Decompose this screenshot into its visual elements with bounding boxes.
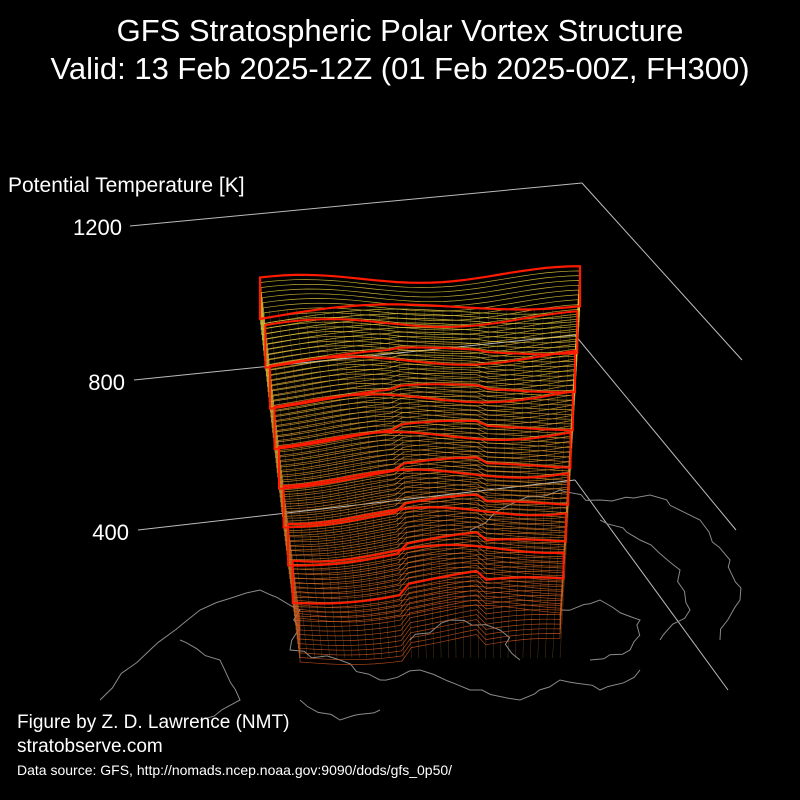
- surface-striation: [323, 309, 353, 659]
- contour-ring: [288, 510, 567, 570]
- surface-striation: [530, 309, 544, 659]
- surface-striation: [515, 309, 526, 659]
- contour-ring: [275, 399, 573, 458]
- contour-ring: [293, 557, 564, 618]
- axis-line: [129, 182, 583, 227]
- contour-ring: [261, 284, 580, 341]
- contour-ring: [285, 486, 568, 546]
- contour-ring: [296, 576, 563, 637]
- contour-ring: [260, 275, 580, 330]
- coastline: [299, 699, 381, 721]
- coastline: [179, 639, 241, 721]
- surface-striation: [537, 309, 553, 659]
- surface-striation: [433, 309, 442, 659]
- axis-line: [574, 479, 729, 691]
- contour-ring: [295, 567, 563, 627]
- surface-striation: [332, 309, 360, 659]
- surface-striation: [492, 309, 498, 659]
- contour-ring: [260, 270, 581, 325]
- contour-ring: [276, 409, 573, 468]
- surface-striation: [369, 309, 390, 659]
- coastline: [559, 599, 641, 661]
- highlight-level-400: [291, 544, 565, 605]
- contour-ring: [289, 519, 566, 580]
- contour-ring: [279, 435, 571, 493]
- z-tick-label-400: 400: [92, 520, 129, 545]
- surface-striation: [552, 309, 572, 659]
- coastline: [99, 589, 641, 701]
- surface-striation: [406, 309, 420, 659]
- surface-striation: [424, 309, 434, 659]
- coastline: [469, 489, 742, 641]
- contour-ring: [284, 482, 568, 541]
- surface-striation: [559, 309, 581, 659]
- surface-striation: [314, 309, 345, 659]
- z-tick-label-1200: 1200: [73, 215, 122, 240]
- surface-striation: [507, 309, 517, 659]
- z-tick-label-800: 800: [88, 370, 125, 395]
- surface-striation: [485, 309, 489, 659]
- axis-line: [581, 182, 743, 361]
- surface-striation: [415, 309, 427, 659]
- highlight-level-1000: [264, 310, 579, 369]
- contour-ring: [283, 472, 569, 532]
- surface-striation: [278, 309, 316, 659]
- chart-subtitle: Valid: 13 Feb 2025-12Z (01 Feb 2025-00Z,…: [50, 51, 750, 86]
- surface-striation: [342, 309, 368, 659]
- contour-ring: [289, 524, 566, 584]
- axis-line: [574, 334, 737, 531]
- contour-ring: [298, 595, 561, 656]
- vortex-isosurface: [258, 265, 582, 665]
- z-axis-label: Potential Temperature [K]: [8, 174, 245, 197]
- contour-ring: [288, 515, 566, 575]
- highlight-level-500: [287, 506, 567, 567]
- surface-striation: [387, 309, 405, 659]
- contour-ring: [293, 553, 564, 613]
- chart-title: GFS Stratospheric Polar Vortex Structure: [116, 13, 684, 48]
- surface-striation: [500, 309, 508, 659]
- axes-box: [129, 182, 743, 691]
- contour-ring: [294, 562, 563, 622]
- site-credit: stratobserve.com: [17, 736, 163, 757]
- contour-ring: [299, 600, 561, 661]
- surface-striation: [442, 309, 449, 659]
- contour-ring: [274, 394, 573, 453]
- author-credit: Figure by Z. D. Lawrence (NMT): [17, 712, 290, 733]
- data-source: Data source: GFS, http://nomads.ncep.noa…: [17, 762, 453, 778]
- contour-ring: [269, 353, 576, 413]
- surface-striation: [378, 309, 397, 659]
- surface-striation: [478, 309, 480, 659]
- surface-striation: [470, 309, 472, 659]
- contour-ring: [270, 358, 575, 418]
- contour-ring: [275, 404, 573, 463]
- highlight-level-800: [273, 390, 574, 451]
- surface-striation: [451, 309, 457, 659]
- highlight-level-600: [282, 468, 570, 529]
- contour-ring: [296, 581, 562, 642]
- surface-striation: [268, 309, 308, 659]
- contour-ring: [295, 571, 563, 632]
- surface-striation: [460, 309, 464, 659]
- contour-ring: [271, 363, 575, 423]
- vortex-top-rim: [258, 265, 582, 321]
- surface-striation: [396, 309, 412, 659]
- contour-ring: [297, 590, 562, 651]
- highlight-level-900: [268, 349, 576, 410]
- surface-striation: [522, 309, 535, 659]
- contour-ring: [284, 477, 569, 537]
- surface-striation: [544, 309, 562, 659]
- coastline: [599, 519, 691, 641]
- contour-ring: [299, 604, 561, 665]
